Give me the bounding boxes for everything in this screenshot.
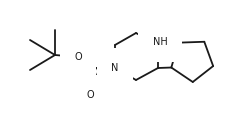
Text: O: O [74,52,82,62]
Text: NH: NH [153,37,167,47]
Text: N: N [111,63,119,73]
Text: O: O [86,90,94,100]
